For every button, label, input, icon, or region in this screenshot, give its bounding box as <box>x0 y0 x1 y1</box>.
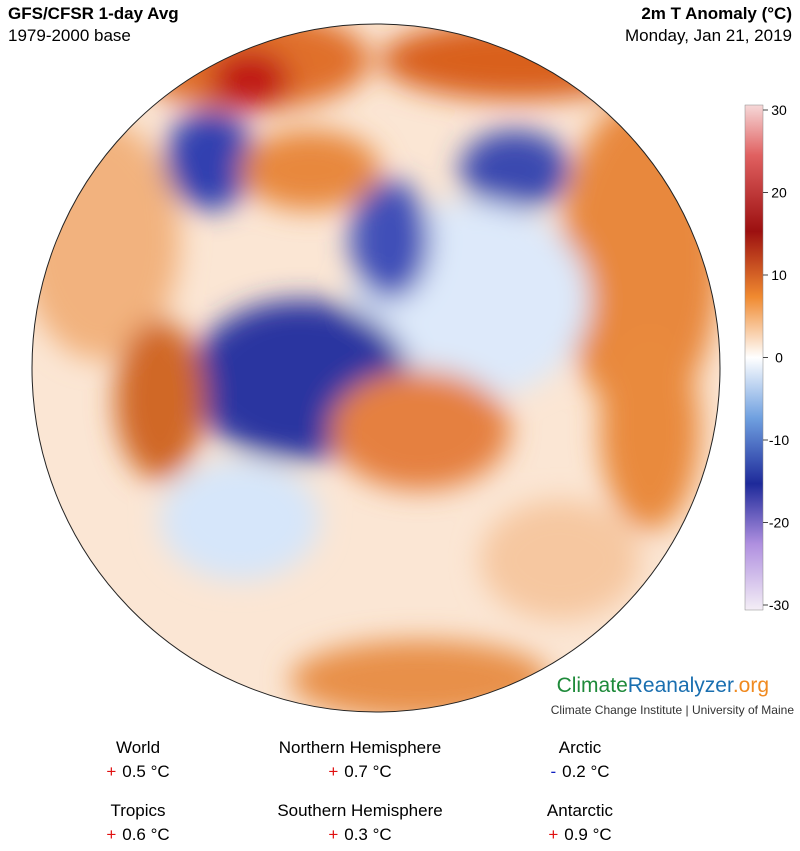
stat-region: Antarctic <box>547 801 614 820</box>
stat-region: Southern Hemisphere <box>277 801 442 820</box>
subtitle: 1979-2000 base <box>8 26 131 45</box>
stat-number: 0.3 °C <box>344 825 391 844</box>
colorbar-tick-label: -10 <box>769 432 789 448</box>
stat-value: +0.6 °C <box>106 825 169 844</box>
stat-value: +0.9 °C <box>548 825 611 844</box>
logo-part: Reanalyzer <box>628 674 734 697</box>
stat-sign: + <box>328 762 338 781</box>
stat-sign: + <box>548 825 558 844</box>
stat-region: Tropics <box>110 801 165 820</box>
stat-region: Arctic <box>559 738 602 757</box>
colorbar-tick-label: -30 <box>769 597 789 613</box>
stat-number: 0.2 °C <box>562 762 609 781</box>
stat-value: +0.7 °C <box>328 762 391 781</box>
credit: Climate Change Institute | University of… <box>551 703 795 717</box>
colorbar-tick-label: 20 <box>771 185 787 201</box>
date: Monday, Jan 21, 2019 <box>625 26 792 45</box>
globe-outline <box>31 23 721 713</box>
stat-value: +0.3 °C <box>328 825 391 844</box>
colorbar-tick-label: 0 <box>775 350 783 366</box>
stat-region: Northern Hemisphere <box>279 738 442 757</box>
logo-part: .org <box>733 674 769 697</box>
colorbar-tick-label: -20 <box>769 515 789 531</box>
title: GFS/CFSR 1-day Avg <box>8 4 179 23</box>
colorbar-tick-label: 30 <box>771 102 787 118</box>
stat-sign: + <box>328 825 338 844</box>
colorbar-tick-label: 10 <box>771 267 787 283</box>
stat-sign: + <box>106 825 116 844</box>
stat-sign: - <box>550 762 556 781</box>
variable: 2m T Anomaly (°C) <box>641 4 792 23</box>
stat-value: +0.5 °C <box>106 762 169 781</box>
logo-part: Climate <box>557 674 628 697</box>
stat-number: 0.9 °C <box>564 825 611 844</box>
stat-value: -0.2 °C <box>550 762 609 781</box>
stat-region: World <box>116 738 160 757</box>
stat-number: 0.5 °C <box>122 762 169 781</box>
globe-map <box>32 24 720 712</box>
stat-sign: + <box>106 762 116 781</box>
stat-number: 0.7 °C <box>344 762 391 781</box>
logo: ClimateReanalyzer.org <box>557 674 769 697</box>
colorbar <box>744 104 764 611</box>
stat-number: 0.6 °C <box>122 825 169 844</box>
